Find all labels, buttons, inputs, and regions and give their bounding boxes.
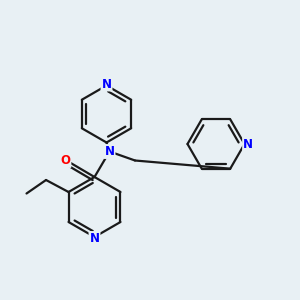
Text: O: O xyxy=(60,154,70,167)
Text: N: N xyxy=(89,232,100,245)
Text: N: N xyxy=(243,137,253,151)
Text: N: N xyxy=(101,77,112,91)
Text: N: N xyxy=(104,145,115,158)
